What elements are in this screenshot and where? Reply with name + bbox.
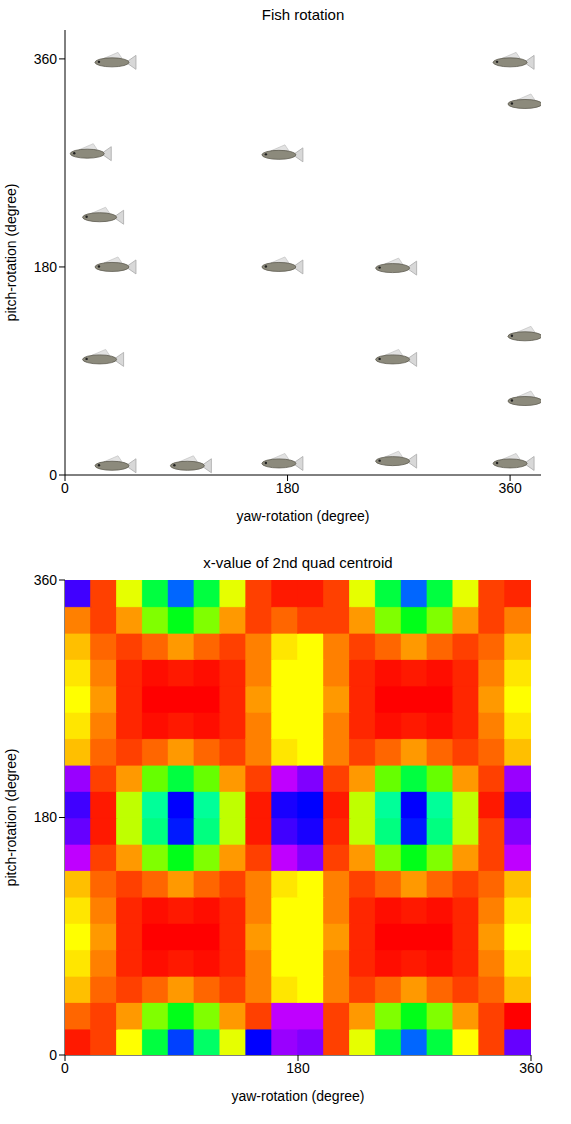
svg-text:360: 360: [34, 572, 58, 588]
svg-text:0: 0: [49, 467, 57, 483]
svg-text:360: 360: [519, 1060, 543, 1076]
svg-text:180: 180: [34, 809, 58, 825]
svg-text:0: 0: [61, 1060, 69, 1076]
svg-text:180: 180: [286, 1060, 310, 1076]
svg-text:pitch-rotation (degree): pitch-rotation (degree): [3, 184, 19, 322]
html-text:Fish rotation: Fish rotation: [261, 6, 345, 23]
html-text:x-value of 2nd quad centroid: x-value of 2nd quad centroid: [203, 554, 393, 571]
svg-text:0: 0: [49, 1047, 57, 1063]
svg-text:yaw-rotation (degree): yaw-rotation (degree): [236, 508, 369, 524]
svg-text:pitch-rotation (degree): pitch-rotation (degree): [3, 749, 19, 887]
svg-text:360: 360: [34, 51, 58, 67]
svg-text:360: 360: [498, 480, 522, 496]
svg-text:yaw-rotation (degree): yaw-rotation (degree): [231, 1088, 364, 1104]
svg-text:180: 180: [276, 480, 300, 496]
svg-text:180: 180: [34, 259, 58, 275]
svg-text:0: 0: [61, 480, 69, 496]
